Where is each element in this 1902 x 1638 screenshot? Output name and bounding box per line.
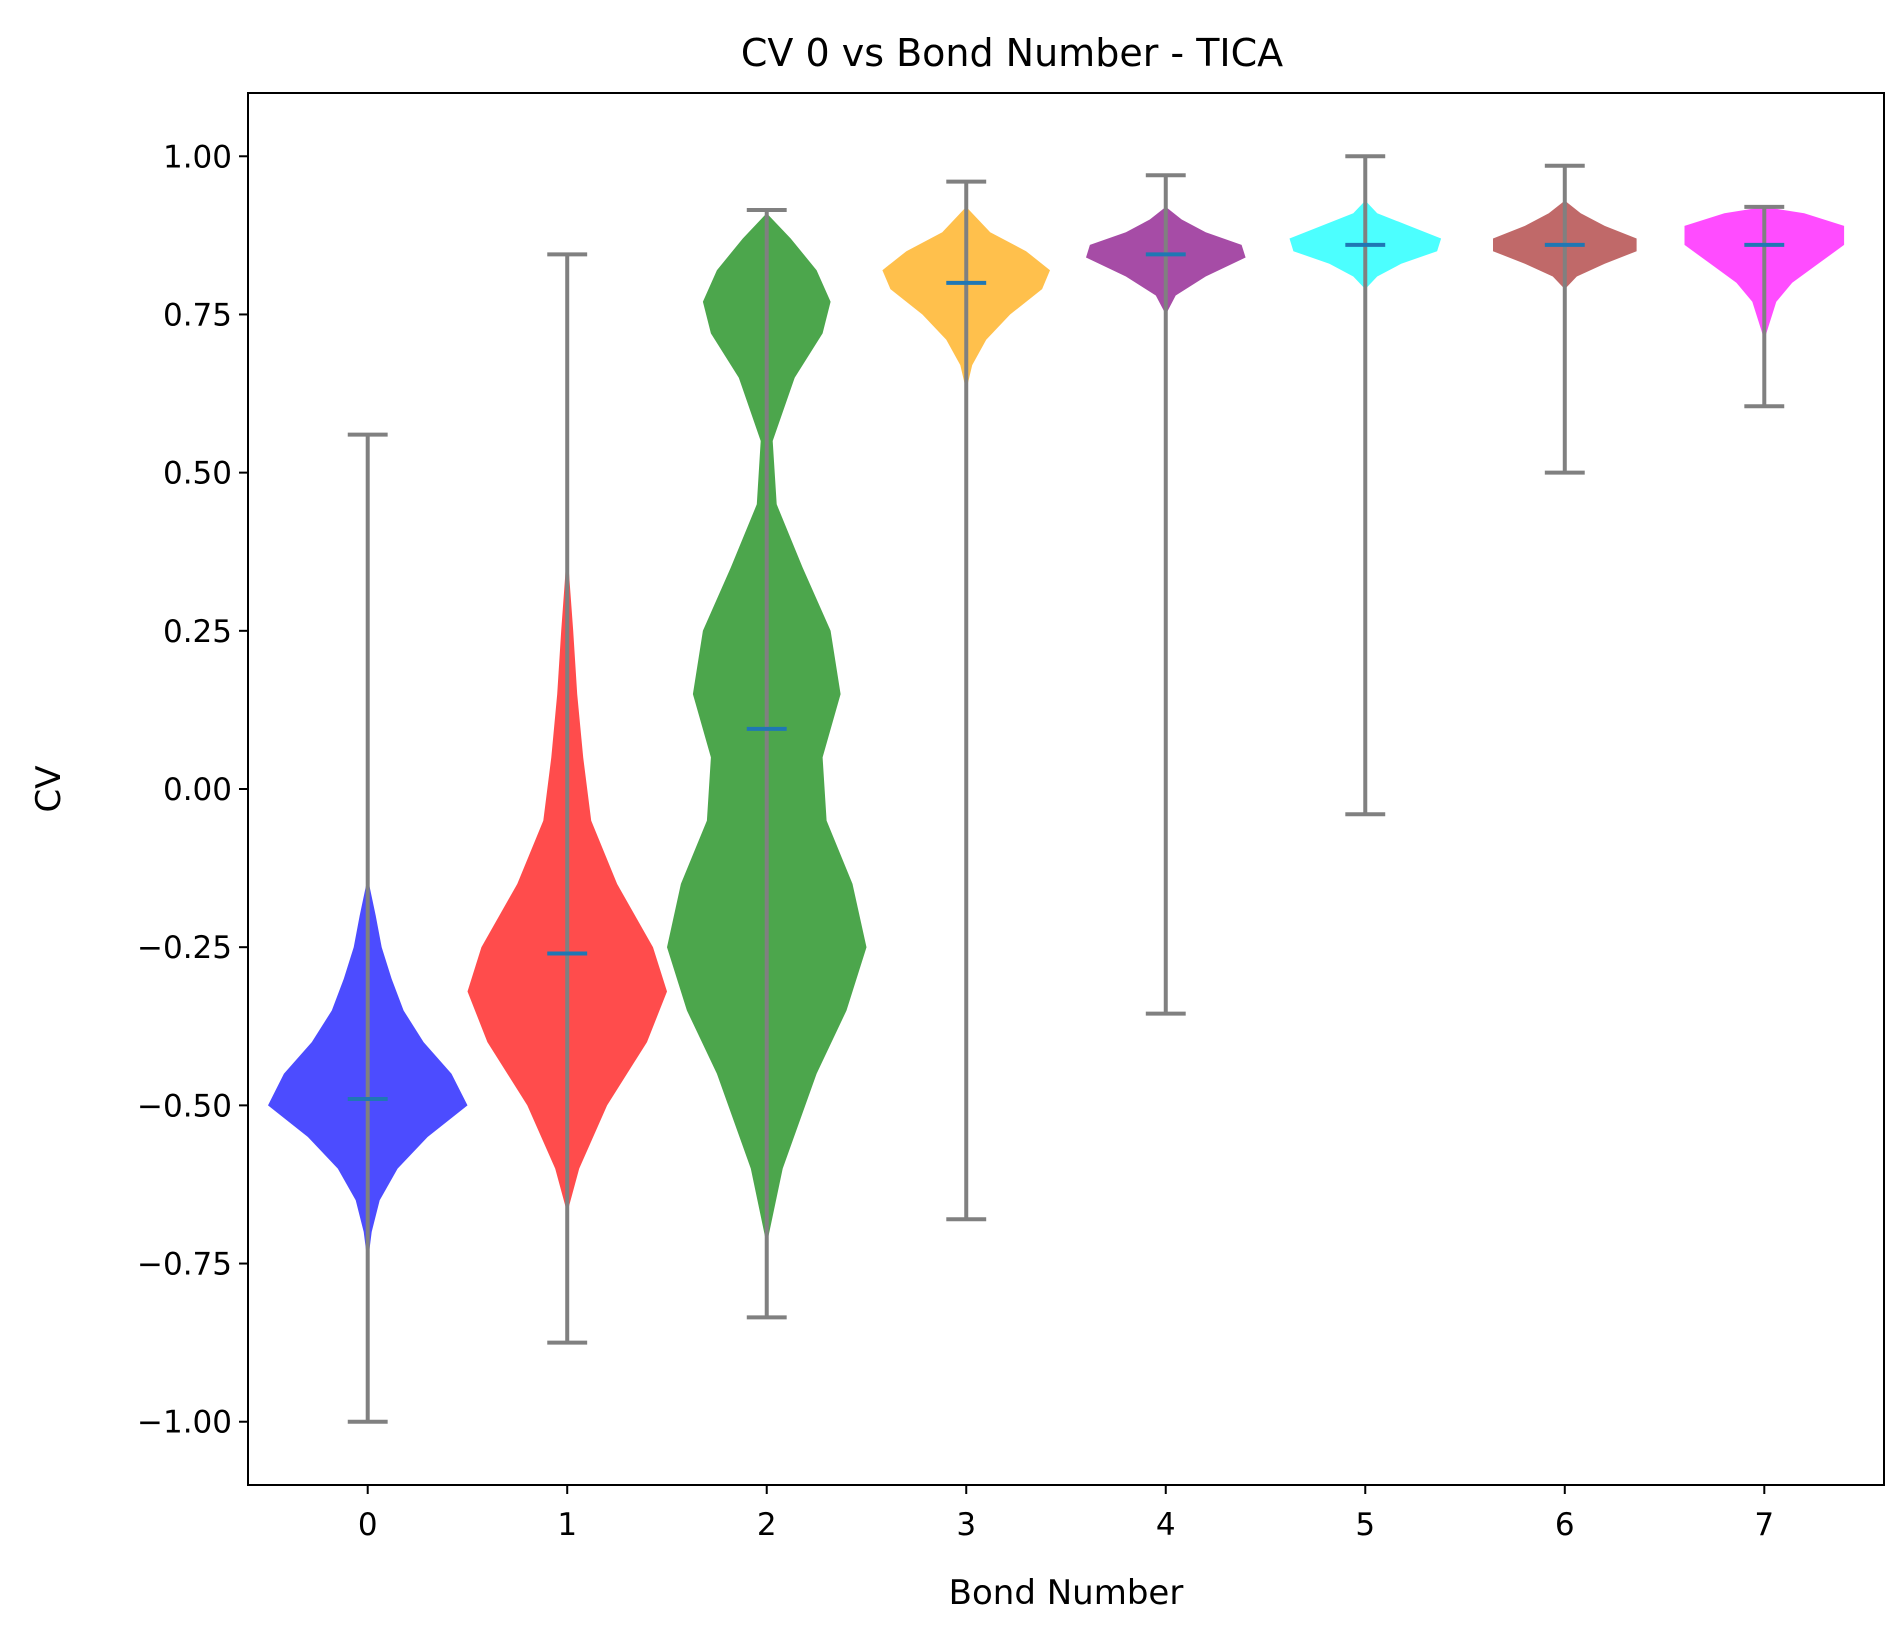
y-axis: −1.00 −0.75 −0.50 −0.25 0.00 0.25 0.50 0.75 1.00 — [137, 139, 248, 1441]
y-tick-label: −1.00 — [137, 1405, 232, 1441]
x-axis: 0 1 2 3 4 5 6 7 — [358, 1485, 1774, 1543]
violin-bond-2 — [667, 208, 867, 1320]
y-tick-label: −0.25 — [137, 930, 232, 966]
y-tick-label: 0.75 — [163, 297, 232, 333]
violin-bond-4 — [1086, 173, 1246, 1016]
x-tick-label: 2 — [757, 1507, 777, 1543]
x-tick-label: 3 — [956, 1507, 976, 1543]
chart-title: CV 0 vs Bond Number - TICA — [741, 31, 1283, 75]
y-tick-label: −0.75 — [137, 1247, 232, 1283]
x-tick-label: 4 — [1156, 1507, 1176, 1543]
x-tick-label: 7 — [1754, 1507, 1774, 1543]
violin-bond-0 — [268, 432, 468, 1424]
y-axis-label: CV — [29, 766, 69, 813]
y-tick-label: 0.50 — [163, 456, 232, 492]
y-tick-label: 0.25 — [163, 614, 232, 650]
violin-bond-3 — [882, 179, 1050, 1222]
x-tick-label: 5 — [1355, 1507, 1375, 1543]
y-tick-label: 1.00 — [163, 139, 232, 175]
plot-frame — [247, 92, 1885, 1486]
plot-area — [268, 154, 1845, 1424]
y-tick-label: 0.00 — [163, 772, 232, 808]
y-tick-label: −0.50 — [137, 1088, 232, 1124]
violin-bond-5 — [1289, 154, 1442, 817]
violin-bond-7 — [1684, 204, 1845, 409]
x-tick-label: 0 — [358, 1507, 378, 1543]
violin-bond-6 — [1493, 163, 1637, 475]
x-tick-label: 1 — [557, 1507, 577, 1543]
x-axis-label: Bond Number — [949, 1573, 1184, 1613]
violin-bond-1 — [467, 252, 667, 1345]
x-tick-label: 6 — [1555, 1507, 1575, 1543]
